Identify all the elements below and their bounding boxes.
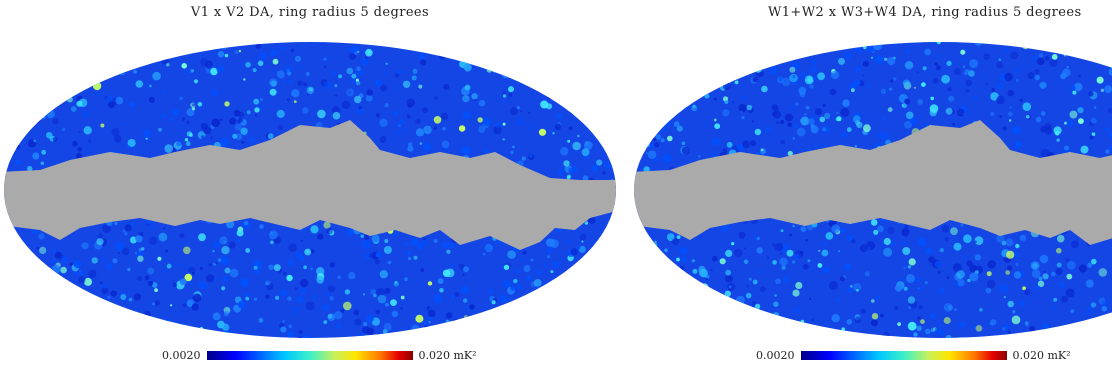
galactic-mask bbox=[634, 120, 1112, 250]
map-title: V1 x V2 DA, ring radius 5 degrees bbox=[190, 5, 430, 20]
colorbar-gradient bbox=[800, 350, 1007, 360]
colorbar-min-label: 0.0020 bbox=[756, 348, 795, 362]
colorbar: 0.0020 0.020 mK² bbox=[162, 346, 477, 364]
map-title: W1+W2 x W3+W4 DA, ring radius 5 degrees bbox=[768, 5, 1082, 20]
galactic-mask bbox=[4, 120, 616, 250]
colorbar-gradient bbox=[206, 350, 413, 360]
map-panel-right: W1+W2 x W3+W4 DA, ring radius 5 degrees … bbox=[630, 0, 1112, 371]
mollweide-sky-map bbox=[4, 42, 616, 338]
colorbar-min-label: 0.0020 bbox=[162, 348, 201, 362]
map-panel-left: V1 x V2 DA, ring radius 5 degrees 0.0020… bbox=[4, 5, 616, 364]
colorbar-max-label: 0.020 mK² bbox=[418, 348, 477, 362]
mollweide-sky-map bbox=[634, 42, 1112, 338]
colorbar-max-label: 0.020 mK² bbox=[1012, 348, 1071, 362]
colorbar: 0.0020 0.020 mK² bbox=[756, 346, 1071, 364]
